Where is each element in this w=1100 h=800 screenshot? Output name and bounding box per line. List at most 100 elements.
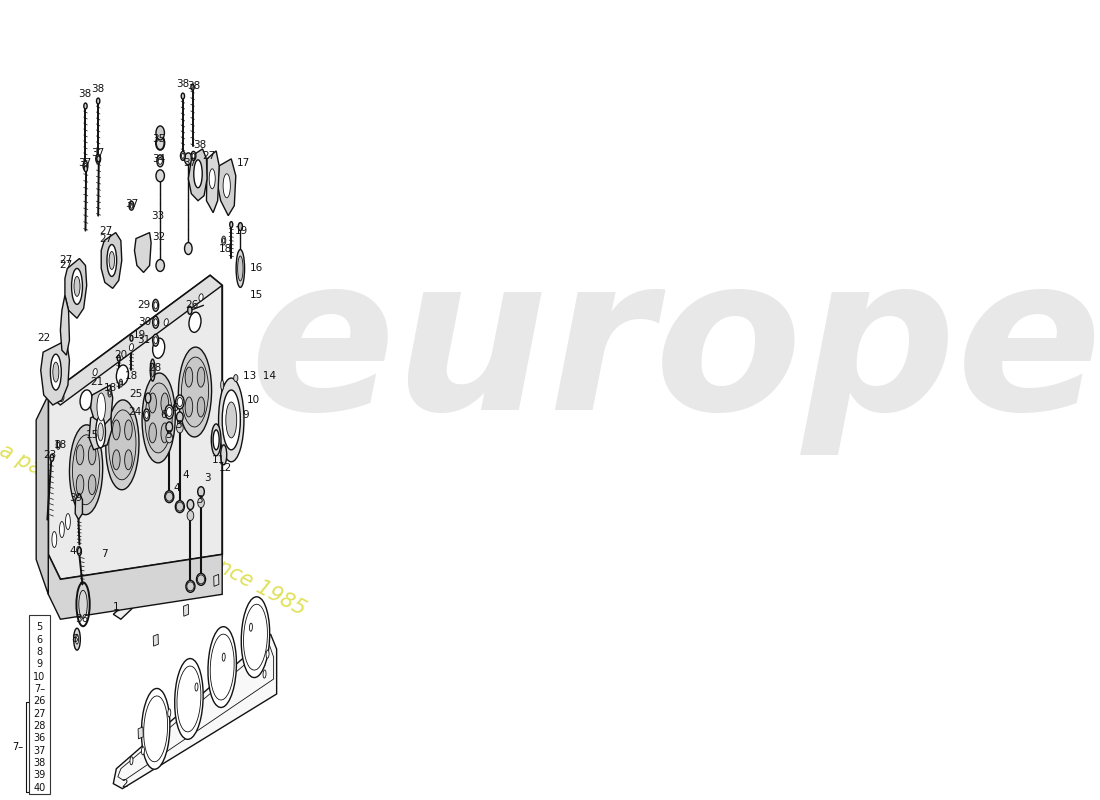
Ellipse shape	[153, 316, 158, 328]
Ellipse shape	[80, 390, 92, 410]
Ellipse shape	[97, 156, 100, 162]
Circle shape	[76, 634, 78, 644]
Ellipse shape	[230, 222, 233, 228]
Text: 24: 24	[128, 407, 141, 417]
Text: 31: 31	[138, 335, 151, 346]
Text: 5: 5	[176, 420, 183, 430]
Text: 4: 4	[174, 482, 180, 493]
Ellipse shape	[151, 363, 154, 377]
Ellipse shape	[154, 337, 157, 344]
Ellipse shape	[198, 498, 205, 508]
Text: 4: 4	[183, 470, 189, 480]
Text: 5: 5	[165, 430, 172, 440]
Polygon shape	[60, 295, 69, 355]
Circle shape	[221, 380, 223, 390]
Ellipse shape	[197, 575, 205, 584]
Text: 19: 19	[235, 226, 249, 235]
Ellipse shape	[236, 250, 244, 287]
Text: 12: 12	[219, 462, 232, 473]
Text: 27: 27	[59, 255, 73, 266]
Circle shape	[59, 522, 64, 538]
Circle shape	[211, 424, 221, 456]
Ellipse shape	[239, 222, 242, 230]
Ellipse shape	[176, 412, 184, 422]
Ellipse shape	[124, 450, 132, 470]
Circle shape	[53, 362, 59, 382]
Circle shape	[98, 423, 103, 441]
Circle shape	[223, 174, 230, 198]
Circle shape	[97, 393, 106, 421]
Ellipse shape	[241, 597, 270, 678]
Text: 27: 27	[100, 226, 113, 235]
Ellipse shape	[158, 158, 163, 164]
Ellipse shape	[187, 582, 194, 591]
Ellipse shape	[109, 391, 111, 395]
Ellipse shape	[186, 580, 195, 592]
Ellipse shape	[175, 501, 185, 513]
Ellipse shape	[187, 500, 194, 510]
Polygon shape	[139, 727, 143, 739]
Text: 20: 20	[114, 350, 126, 360]
Ellipse shape	[130, 203, 133, 208]
Text: 1: 1	[113, 602, 120, 612]
Text: 39: 39	[69, 493, 82, 502]
Ellipse shape	[145, 411, 149, 418]
Circle shape	[213, 430, 219, 450]
Ellipse shape	[177, 398, 183, 406]
Ellipse shape	[88, 445, 96, 465]
Circle shape	[51, 354, 62, 390]
Ellipse shape	[77, 547, 81, 555]
Text: 40: 40	[69, 546, 82, 557]
Ellipse shape	[108, 389, 111, 397]
Ellipse shape	[185, 367, 192, 387]
Text: 6: 6	[36, 634, 43, 645]
Text: 18: 18	[219, 243, 232, 254]
Ellipse shape	[185, 242, 192, 254]
Text: 26: 26	[185, 300, 198, 310]
Ellipse shape	[182, 357, 209, 427]
Ellipse shape	[191, 151, 196, 160]
Circle shape	[72, 269, 82, 304]
Ellipse shape	[222, 653, 226, 661]
Ellipse shape	[119, 379, 123, 387]
Ellipse shape	[197, 397, 205, 417]
Ellipse shape	[124, 420, 132, 440]
Text: 38: 38	[33, 758, 45, 768]
Ellipse shape	[164, 318, 168, 326]
Text: 9: 9	[36, 659, 43, 670]
Ellipse shape	[154, 302, 157, 309]
Ellipse shape	[156, 136, 164, 150]
Text: 3: 3	[204, 473, 211, 482]
Text: 38: 38	[187, 81, 200, 91]
Ellipse shape	[208, 626, 236, 707]
Ellipse shape	[185, 397, 192, 417]
Text: 18: 18	[54, 440, 67, 450]
Polygon shape	[65, 258, 87, 318]
Ellipse shape	[59, 394, 64, 402]
Ellipse shape	[182, 154, 184, 158]
Ellipse shape	[130, 757, 133, 765]
Text: 33: 33	[151, 210, 164, 221]
Text: 37: 37	[78, 158, 91, 168]
Polygon shape	[36, 395, 48, 594]
Text: 29: 29	[138, 300, 151, 310]
Text: 9: 9	[243, 410, 250, 420]
Ellipse shape	[117, 365, 129, 385]
Text: 18: 18	[104, 383, 118, 393]
Polygon shape	[41, 340, 69, 405]
Circle shape	[79, 590, 87, 618]
Circle shape	[226, 402, 236, 438]
Ellipse shape	[156, 126, 164, 140]
Text: 28: 28	[33, 721, 46, 731]
Ellipse shape	[94, 369, 97, 376]
Text: 27: 27	[202, 151, 216, 161]
Ellipse shape	[56, 440, 60, 450]
Text: 36: 36	[76, 614, 89, 624]
Text: 10: 10	[33, 671, 45, 682]
Polygon shape	[48, 554, 222, 619]
Polygon shape	[113, 554, 186, 619]
Text: 10: 10	[246, 395, 260, 405]
Text: 6: 6	[172, 403, 178, 413]
Circle shape	[74, 277, 80, 296]
Circle shape	[52, 531, 57, 547]
